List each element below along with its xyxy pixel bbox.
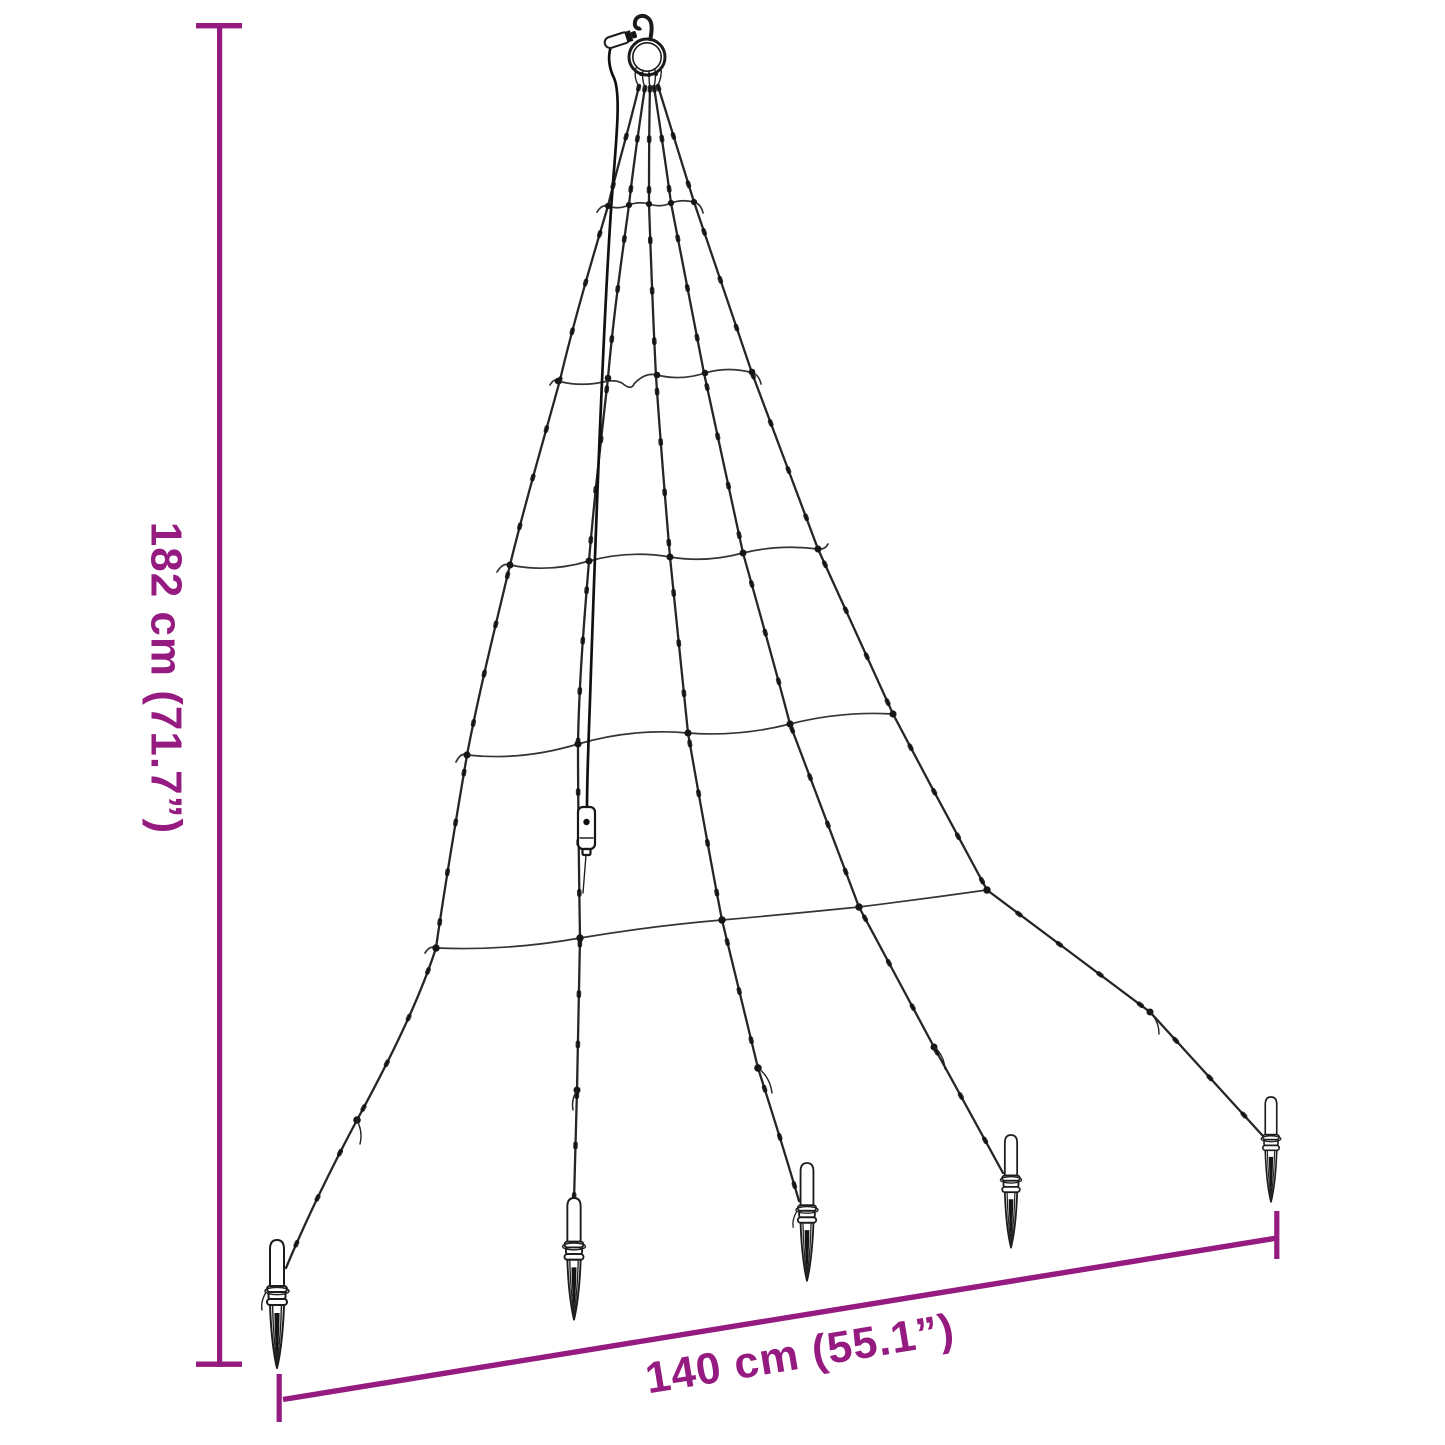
- net-row-5: [424, 889, 988, 954]
- net-row-3: [496, 543, 829, 573]
- height-dimension-line: [217, 23, 223, 1367]
- light-string-3: [649, 87, 799, 1201]
- light-string-5: [658, 86, 1262, 1135]
- net-knots: [353, 198, 1160, 1145]
- strand-loops: [634, 66, 662, 88]
- width-dimension-label: 140 cm (55.1”): [642, 1305, 958, 1404]
- net-row-4: [455, 712, 894, 763]
- height-dimension-label: 182 cm (71.7”): [142, 522, 191, 834]
- ground-stake-1: [260, 1239, 290, 1369]
- hook-icon: [632, 13, 654, 42]
- width-dimension-line: [282, 1235, 1278, 1403]
- power-cable: [585, 42, 620, 809]
- hanging-ring: [603, 13, 667, 88]
- light-strings: [286, 86, 1262, 1268]
- controller-button: [583, 818, 590, 826]
- light-string-4: [654, 87, 1003, 1173]
- controller-box: [576, 805, 597, 894]
- ground-stakes: [260, 1096, 1282, 1369]
- ground-stake-2: [561, 1197, 587, 1321]
- width-dimension: 140 cm (55.1”): [276, 1211, 1280, 1422]
- power-plug-icon: [603, 30, 638, 49]
- net-row-2: [549, 368, 762, 389]
- height-dimension: 182 cm (71.7”): [142, 23, 242, 1367]
- ground-stake-4: [999, 1134, 1023, 1249]
- width-dimension-right-tick: [1274, 1211, 1280, 1259]
- width-dimension-left-tick: [276, 1374, 282, 1422]
- ground-stake-3: [792, 1162, 819, 1282]
- height-dimension-top-cap: [196, 23, 242, 29]
- light-string-1: [286, 86, 639, 1268]
- ground-stake-5: [1260, 1096, 1282, 1203]
- height-dimension-bottom-cap: [196, 1361, 242, 1367]
